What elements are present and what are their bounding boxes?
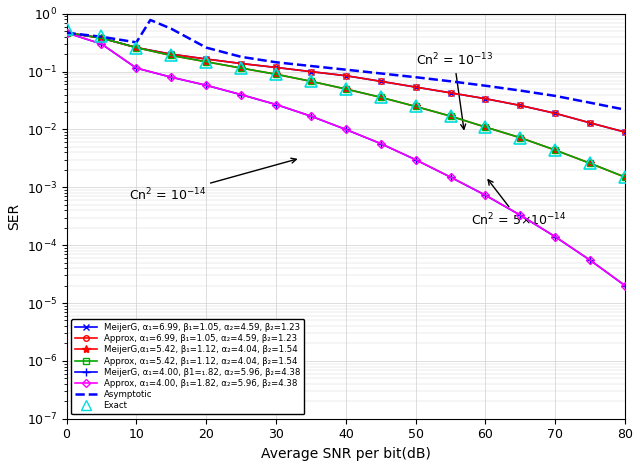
Legend: MeijerG, α₁=6.99, β₁=1.05, α₂=4.59, β₂=1.23, Approx, α₁=6.99, β₁=1.05, α₂=4.59, : MeijerG, α₁=6.99, β₁=1.05, α₂=4.59, β₂=1…	[71, 319, 304, 415]
X-axis label: Average SNR per bit(dB): Average SNR per bit(dB)	[261, 447, 431, 461]
Y-axis label: SER: SER	[7, 203, 21, 230]
Text: Cn$^2$ = 10$^{-13}$: Cn$^2$ = 10$^{-13}$	[415, 51, 493, 129]
Text: Cn$^2$ = 5×10$^{-14}$: Cn$^2$ = 5×10$^{-14}$	[472, 180, 567, 228]
Text: Cn$^2$ = 10$^{-14}$: Cn$^2$ = 10$^{-14}$	[129, 158, 296, 203]
